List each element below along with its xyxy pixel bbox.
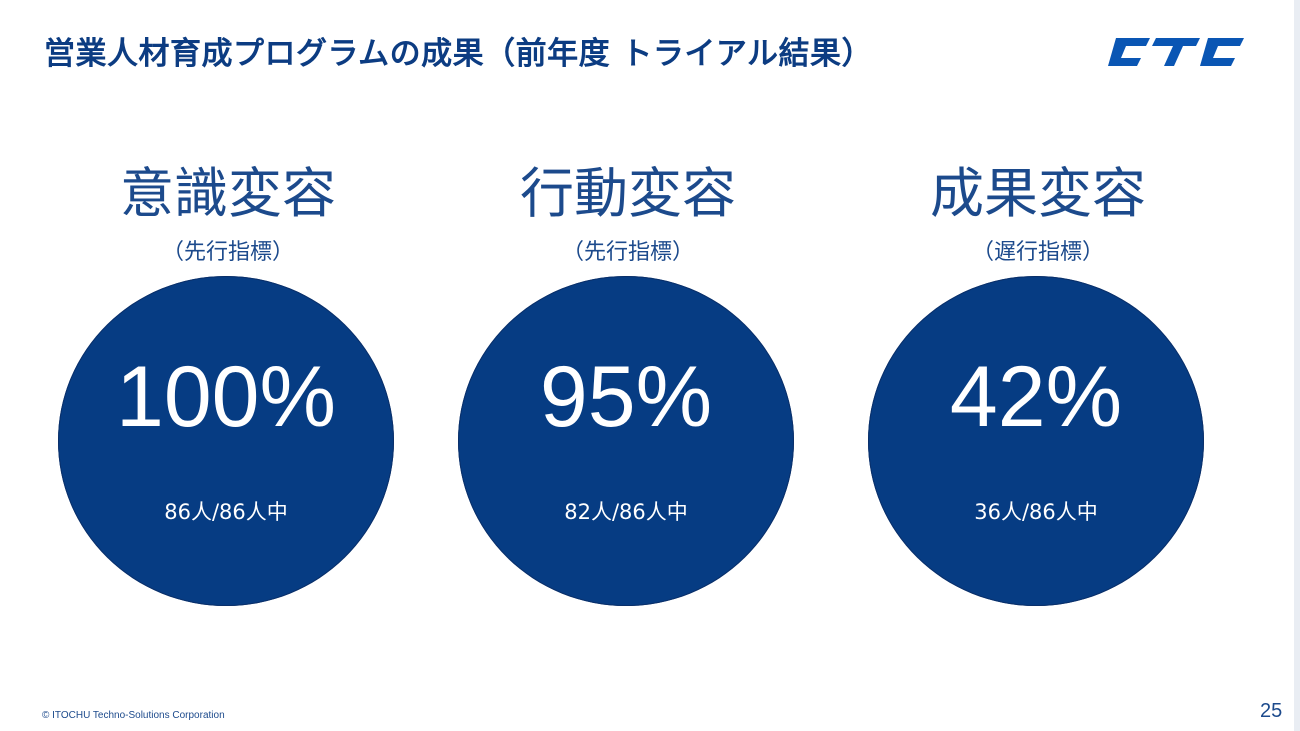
metric-sublabel: （先行指標） xyxy=(161,240,294,265)
metric-ratio: 86人/86人中 xyxy=(164,500,288,524)
metric-ratio: 82人/86人中 xyxy=(564,500,688,524)
metric-percent: 42% xyxy=(949,349,1123,445)
metric-circle: 100% 86人/86人中 xyxy=(58,276,394,606)
metric-label: 意識変容 xyxy=(120,162,336,225)
metric-label: 行動変容 xyxy=(520,162,736,225)
metric-label: 成果変容 xyxy=(930,162,1146,225)
metric-behavior: 行動変容 （先行指標） 95% 82人/86人中 xyxy=(458,160,798,610)
metric-results: 成果変容 （遅行指標） 42% 36人/86人中 xyxy=(868,160,1208,610)
ctc-logo xyxy=(1108,38,1244,66)
page-number: 25 xyxy=(1260,700,1283,722)
metric-percent: 100% xyxy=(116,349,336,445)
metric-circle: 42% 36人/86人中 xyxy=(868,276,1204,606)
copyright-text: © ITOCHU Techno-Solutions Corporation xyxy=(42,710,225,721)
metric-sublabel: （先行指標） xyxy=(561,240,694,265)
slide-title: 営業人材育成プログラムの成果（前年度 トライアル結果） xyxy=(44,36,874,72)
metric-sublabel: （遅行指標） xyxy=(971,240,1104,265)
slide-edge xyxy=(1294,0,1300,731)
metric-awareness: 意識変容 （先行指標） 100% 86人/86人中 xyxy=(58,160,398,610)
metric-circle: 95% 82人/86人中 xyxy=(458,276,794,606)
metric-percent: 95% xyxy=(539,349,713,445)
metric-ratio: 36人/86人中 xyxy=(974,500,1098,524)
